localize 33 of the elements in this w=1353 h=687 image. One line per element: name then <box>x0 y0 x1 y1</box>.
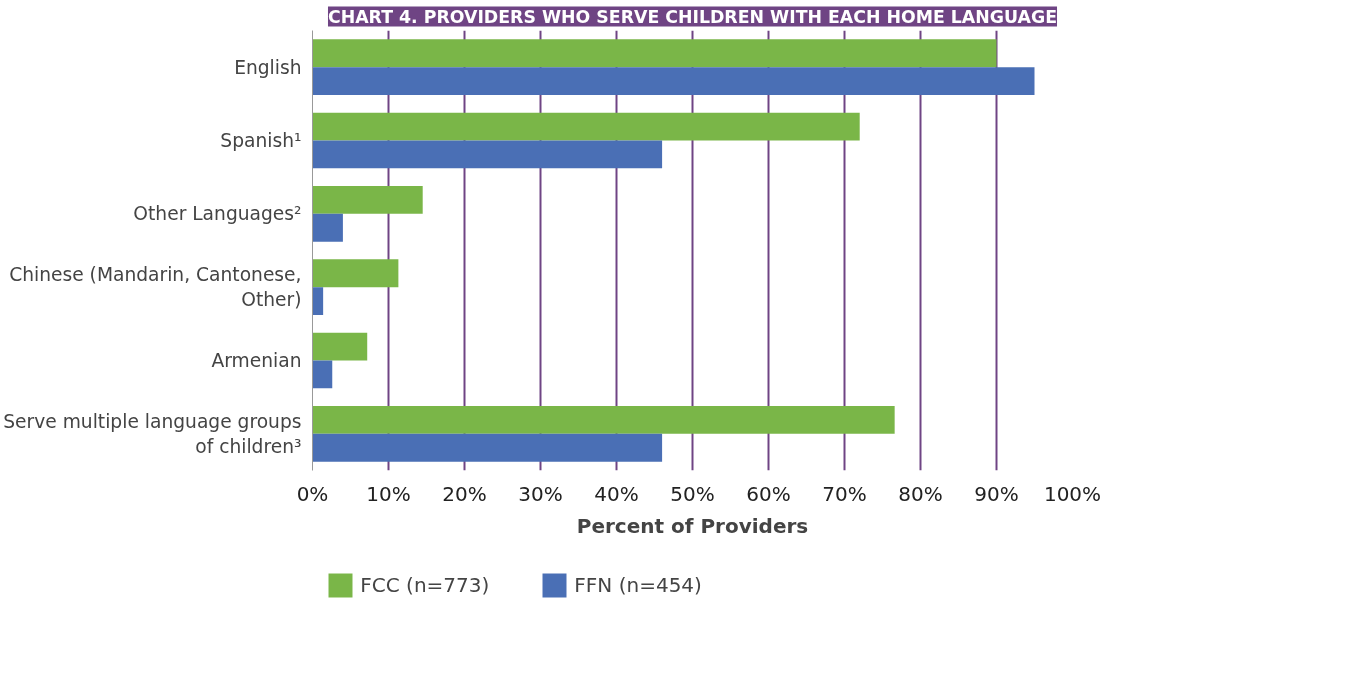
x-tick-label: 80% <box>898 481 943 506</box>
y-tick-label: English <box>234 56 302 78</box>
bar <box>312 259 399 288</box>
bar <box>312 332 368 361</box>
legend-label: FFN (n=454) <box>574 573 702 597</box>
x-tick-label: 50% <box>670 481 715 506</box>
x-axis-title: Percent of Providers <box>576 513 809 538</box>
x-tick-label: 90% <box>974 481 1019 506</box>
y-tick-label: Spanish¹ <box>220 130 302 151</box>
y-tick-label: Serve multiple language groups of children³ <box>3 410 302 457</box>
bar <box>312 39 997 68</box>
bar <box>312 112 860 141</box>
x-tick-label: 70% <box>822 481 867 506</box>
x-tick-label: 30% <box>518 481 563 506</box>
chart-title: CHART 4. PROVIDERS WHO SERVE CHILDREN WITH EACH HOME LANGUAGE <box>327 6 1058 27</box>
y-tick-label: Other Languages² <box>133 203 302 225</box>
bar <box>312 433 663 462</box>
bar <box>312 360 333 389</box>
legend-label: FCC (n=773) <box>360 573 490 597</box>
bar <box>312 185 423 214</box>
y-tick-label: Armenian <box>211 350 302 371</box>
x-tick-label: 40% <box>594 481 639 506</box>
bar <box>312 287 324 316</box>
x-tick-label: 0% <box>296 481 329 506</box>
x-tick-label: 60% <box>746 481 791 506</box>
x-tick-label: 100% <box>1043 481 1102 506</box>
bar <box>312 213 343 242</box>
bar <box>312 67 1035 96</box>
x-tick-label: 10% <box>366 481 411 506</box>
x-tick-label: 20% <box>442 481 487 506</box>
y-tick-label: Chinese (Mandarin, Cantonese, Other) <box>9 264 302 311</box>
bar <box>312 140 663 169</box>
bar <box>312 405 895 434</box>
